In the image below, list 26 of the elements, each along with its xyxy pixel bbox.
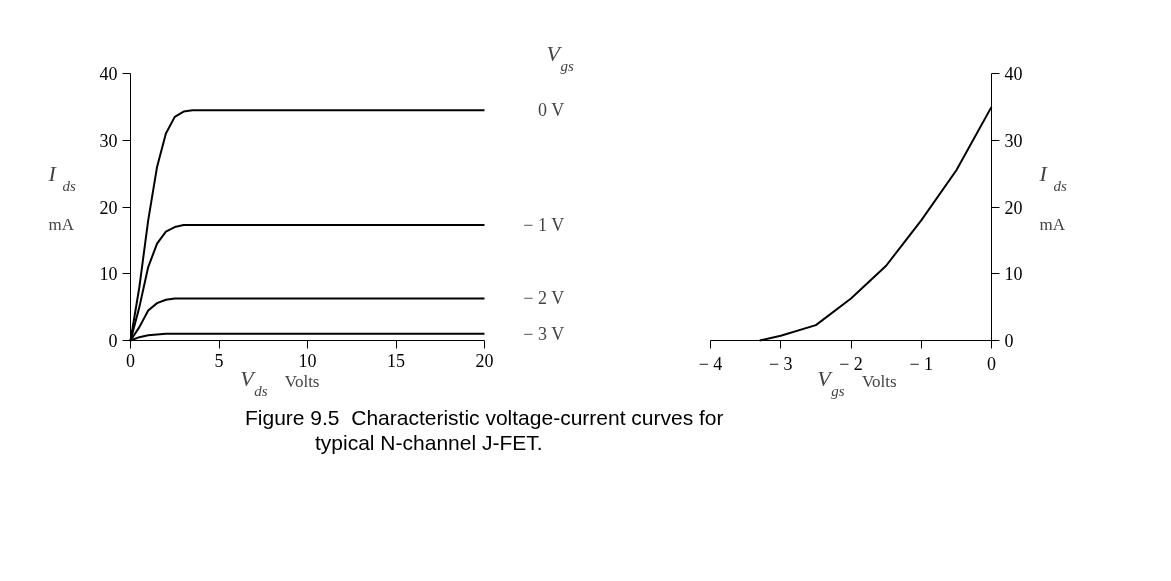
text: Ids mA: [48, 160, 76, 234]
x-tick-label: 0: [126, 350, 135, 371]
y-tick-label: 20: [99, 197, 118, 218]
y-tick-label: 0: [1004, 331, 1014, 351]
x-tick-label: 15: [387, 350, 405, 371]
text: − 3 V: [523, 323, 565, 344]
y-tick-label: 0: [108, 331, 118, 351]
y-tick-label: 30: [1004, 130, 1023, 151]
y-tick-label: 10: [99, 264, 118, 285]
text: 0 V: [538, 100, 565, 121]
x-tick-label: − 3: [768, 353, 793, 374]
y-tick-label: 40: [99, 64, 118, 84]
y-tick-label: 10: [1004, 264, 1023, 285]
x-tick-label: − 1: [909, 353, 934, 374]
x-tick-label: 10: [298, 350, 317, 371]
text: − 2 V: [523, 288, 565, 309]
y-tick-label: 30: [99, 130, 118, 151]
x-tick-label: − 4: [698, 353, 723, 374]
x-tick-label: 5: [214, 350, 224, 371]
x-tick-label: 0: [987, 353, 996, 374]
caption: Figure 9.5 Characteristic voltage-current curves for typical N-channel J-FET.: [245, 405, 724, 456]
y-tick-label: 20: [1004, 197, 1023, 218]
text: − 1 V: [523, 215, 565, 236]
text: Ids mA: [1039, 160, 1067, 234]
x-tick-label: 20: [475, 350, 494, 371]
y-tick-label: 40: [1004, 64, 1023, 84]
